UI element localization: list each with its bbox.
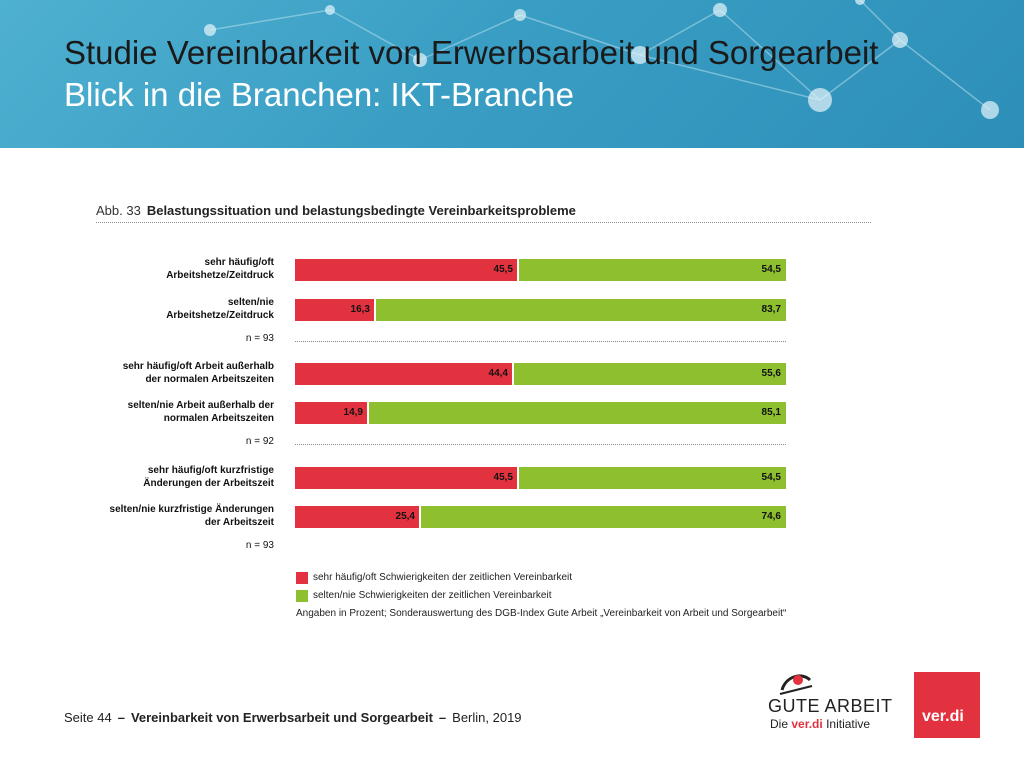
category-label: sehr häufig/oft Arbeitshetze/Zeitdruck [166, 256, 274, 282]
data-label-green: 83,7 [761, 304, 781, 315]
header-banner: Studie Vereinbarkeit von Erwerbsarbeit u… [0, 0, 1024, 148]
chart-note: Angaben in Prozent; Sonderauswertung des… [296, 608, 787, 619]
data-label-green: 85,1 [761, 407, 781, 418]
footer-dash-1: – [117, 710, 125, 725]
gute-arbeit-emblem-icon [779, 674, 813, 695]
category-label: sehr häufig/oft kurzfristige Änderungen d… [143, 464, 274, 490]
bar-segment-divider [419, 506, 421, 528]
bar-segment-red [295, 259, 518, 281]
bar-segment-red [295, 402, 368, 424]
bar-segment-divider [512, 363, 514, 385]
data-label-red: 25,4 [395, 511, 415, 522]
category-label: selten/nie kurzfristige Änderungen der Ar… [110, 503, 274, 529]
group-divider [295, 444, 786, 445]
caption-divider [96, 222, 871, 223]
category-label-line: selten/nie kurzfristige Änderungen [109, 504, 274, 515]
data-label-red: 16,3 [350, 304, 370, 315]
data-label-red: 45,5 [493, 472, 513, 483]
bar-segment-red [295, 299, 375, 321]
legend-swatch-green [296, 590, 308, 602]
bar-segment-green [518, 259, 786, 281]
bar-segment-divider [517, 259, 519, 281]
ga-verdi: ver.di [791, 717, 823, 731]
data-label-green: 54,5 [761, 472, 781, 483]
group-divider [295, 341, 786, 342]
sample-size-label: n = 92 [245, 436, 274, 447]
sample-size-label: n = 93 [245, 333, 274, 344]
data-label-red: 45,5 [493, 264, 513, 275]
gute-arbeit-subline: Die ver.di Initiative [770, 717, 870, 731]
footer-page: Seite 44 [64, 710, 112, 725]
category-label-line: sehr häufig/oft kurzfristige [147, 465, 274, 476]
legend-label-green: selten/nie Schwierigkeiten der zeitliche… [313, 590, 552, 601]
footer: Seite 44– Vereinbarkeit von Erwerbsarbeit… [64, 710, 522, 725]
ga-die: Die [770, 717, 789, 731]
bar-segment-red [295, 467, 518, 489]
category-label-line: Arbeitshetze/Zeitdruck [166, 310, 274, 321]
category-label-line: Änderungen der Arbeitszeit [143, 478, 274, 489]
category-label: selten/nie Arbeit außerhalb der normalen … [128, 399, 274, 425]
category-label-line: selten/nie [227, 297, 274, 308]
page-subtitle: Blick in die Branchen: IKT-Branche [64, 76, 574, 113]
category-label-line: der Arbeitszeit [204, 517, 274, 528]
ga-initiative: Initiative [826, 717, 871, 731]
category-label: selten/nie Arbeitshetze/Zeitdruck [166, 296, 274, 322]
bar-segment-green [420, 506, 786, 528]
figure-number: Abb. 33 [96, 203, 141, 218]
data-label-green: 54,5 [761, 264, 781, 275]
category-label-line: sehr häufig/oft Arbeit außerhalb [122, 361, 274, 372]
network-background [204, 0, 999, 119]
data-label-red: 44,4 [488, 368, 508, 379]
gute-arbeit-logo: GUTE ARBEIT Die ver.di Initiative [768, 668, 898, 734]
bar-segment-divider [367, 402, 369, 424]
footer-place-year: Berlin, 2019 [452, 710, 522, 725]
bar-segment-green [368, 402, 786, 424]
data-label-green: 74,6 [761, 511, 781, 522]
verdi-logo-text: ver.di [922, 708, 964, 725]
bar-segment-red [295, 506, 420, 528]
bar-segment-green [518, 467, 786, 489]
verdi-logo: ver.di [914, 672, 980, 738]
footer-title: Vereinbarkeit von Erwerbsarbeit und Sorg… [130, 710, 433, 725]
category-label-line: Arbeitshetze/Zeitdruck [166, 270, 274, 281]
data-label-red: 14,9 [343, 407, 363, 418]
bar-segment-red [295, 363, 513, 385]
legend-swatch-red [296, 572, 308, 584]
category-label-line: selten/nie Arbeit außerhalb der [127, 400, 274, 411]
gute-arbeit-wordmark: GUTE ARBEIT [768, 696, 893, 716]
footer-dash-2: – [438, 710, 447, 725]
legend-label-red: sehr häufig/oft Schwierigkeiten der zeit… [313, 572, 573, 583]
data-label-green: 55,6 [761, 368, 781, 379]
bar-segment-green [375, 299, 786, 321]
category-label-line: normalen Arbeitszeiten [163, 413, 274, 424]
category-label-line: der normalen Arbeitszeiten [145, 374, 274, 385]
bar-segment-green [513, 363, 786, 385]
bar-segment-divider [517, 467, 519, 489]
bar-segment-divider [374, 299, 376, 321]
page-title: Studie Vereinbarkeit von Erwerbsarbeit u… [64, 34, 879, 71]
figure-caption: Abb. 33 Belastungssituation und belastung… [96, 203, 576, 218]
category-label-line: sehr häufig/oft [204, 257, 274, 268]
figure-title: Belastungssituation und belastungsbeding… [146, 203, 576, 218]
sample-size-label: n = 93 [245, 540, 274, 551]
category-label: sehr häufig/oft Arbeit außerhalb der norm… [123, 360, 274, 386]
